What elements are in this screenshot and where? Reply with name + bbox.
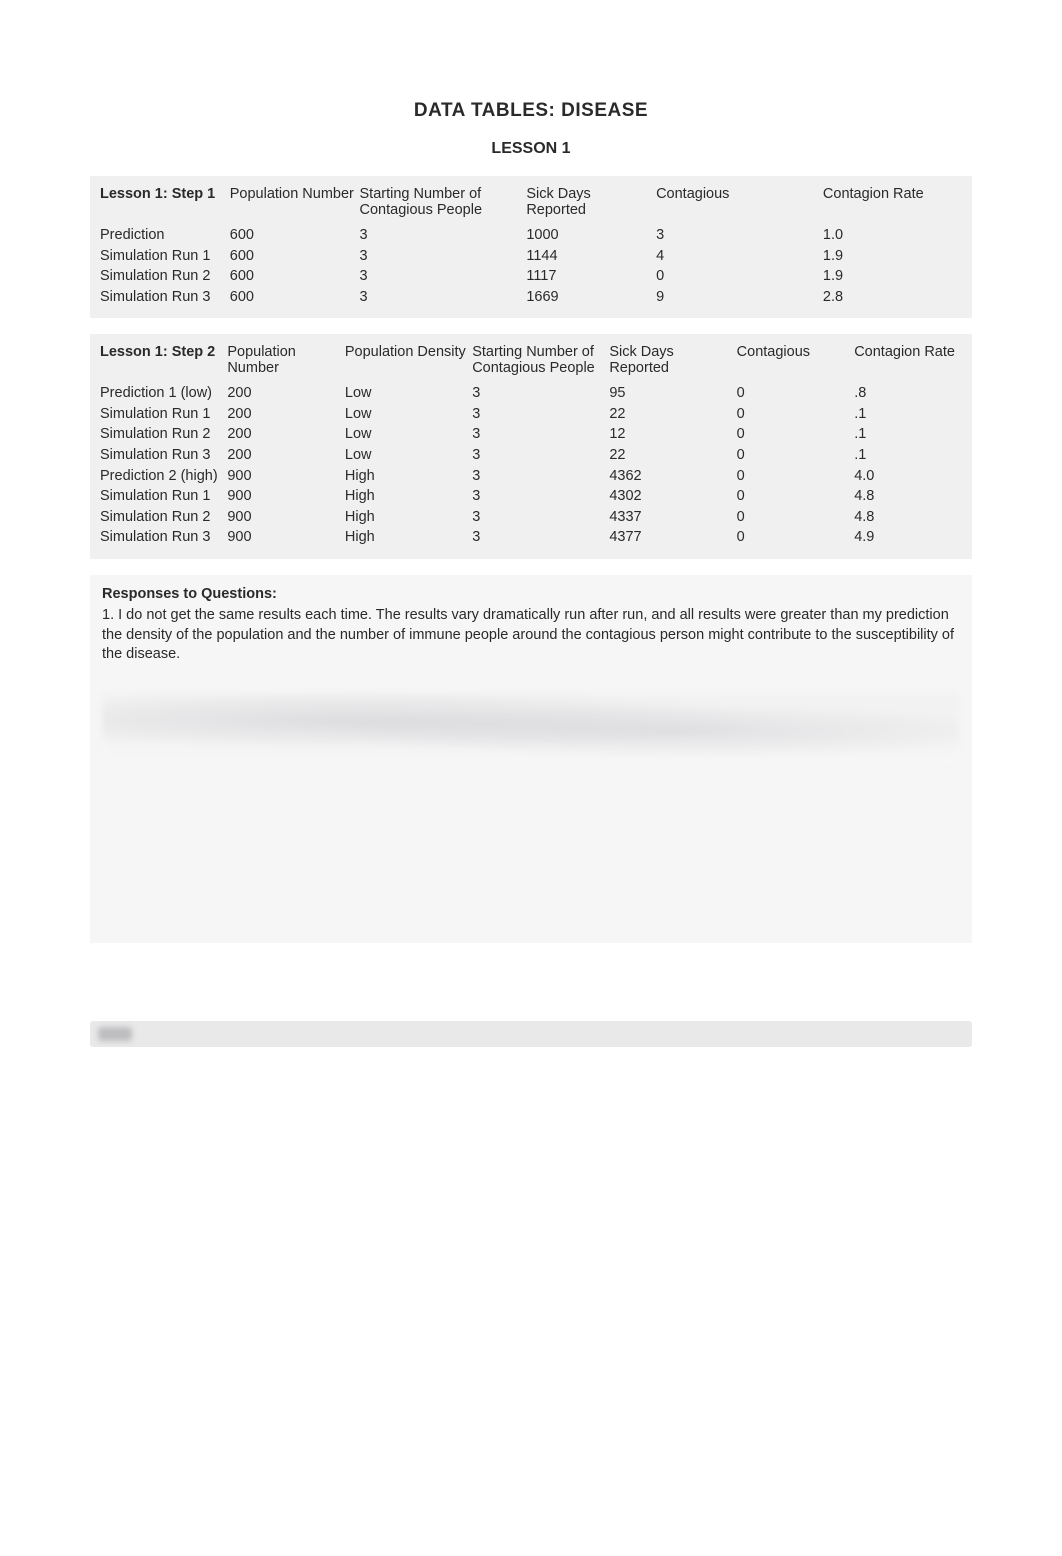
- table-row: Simulation Run 1 900 High 3 4302 0 4.8: [100, 487, 962, 508]
- table-row: Prediction 600 3 1000 3 1.0: [100, 226, 962, 247]
- footer-bar: [90, 1021, 972, 1047]
- col-header: Population Number: [230, 184, 360, 226]
- col-header: Starting Number of Contagious People: [360, 184, 527, 226]
- table-step2: Lesson 1: Step 2 Population Number Popul…: [90, 334, 972, 559]
- table-step1: Lesson 1: Step 1 Population Number Start…: [90, 176, 972, 318]
- table-row: Simulation Run 1 200 Low 3 22 0 .1: [100, 405, 962, 426]
- table-row: Simulation Run 3 600 3 1669 9 2.8: [100, 288, 962, 309]
- col-header: Contagious: [737, 342, 855, 384]
- table-row: Prediction 1 (low) 200 Low 3 95 0 .8: [100, 384, 962, 405]
- response-q1: 1. I do not get the same results each ti…: [102, 606, 960, 665]
- table2-heading: Lesson 1: Step 2: [100, 344, 215, 360]
- table-row: Simulation Run 2 200 Low 3 12 0 .1: [100, 425, 962, 446]
- lesson-subtitle: LESSON 1: [90, 140, 972, 158]
- col-header: Population Density: [345, 342, 472, 384]
- col-header: Starting Number of Contagious People: [472, 342, 609, 384]
- table1-heading: Lesson 1: Step 1: [100, 186, 215, 202]
- responses-heading: Responses to Questions:: [102, 585, 960, 605]
- col-header: Contagious: [656, 184, 823, 226]
- table-row: Simulation Run 2 900 High 3 4337 0 4.8: [100, 508, 962, 529]
- page-title: DATA TABLES: DISEASE: [90, 100, 972, 122]
- responses-panel: Responses to Questions: 1. I do not get …: [90, 575, 972, 943]
- table-row: Simulation Run 3 200 Low 3 22 0 .1: [100, 446, 962, 467]
- col-header: Population Number: [227, 342, 345, 384]
- table-row: Prediction 2 (high) 900 High 3 4362 0 4.…: [100, 467, 962, 488]
- col-header: Sick Days Reported: [526, 184, 656, 226]
- table-row: Simulation Run 3 900 High 3 4377 0 4.9: [100, 528, 962, 549]
- document-page: DATA TABLES: DISEASE LESSON 1 Lesson 1: …: [0, 0, 1062, 983]
- table-row: Simulation Run 1 600 3 1144 4 1.9: [100, 247, 962, 268]
- table-row: Simulation Run 2 600 3 1117 0 1.9: [100, 267, 962, 288]
- col-header: Sick Days Reported: [609, 342, 736, 384]
- col-header: Contagion Rate: [823, 184, 962, 226]
- col-header: Contagion Rate: [854, 342, 962, 384]
- blurred-content: [102, 693, 960, 763]
